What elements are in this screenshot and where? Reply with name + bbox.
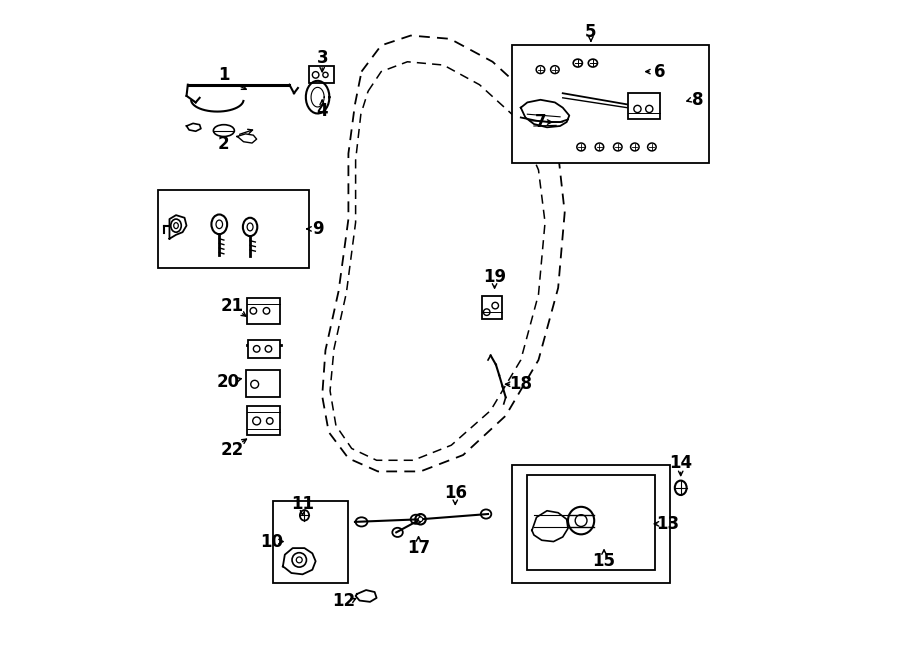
Bar	[309, 66, 334, 83]
Text: 18: 18	[509, 375, 532, 393]
Text: 3: 3	[317, 50, 328, 67]
Text: 5: 5	[585, 23, 597, 41]
Text: 22: 22	[220, 441, 244, 459]
Bar	[482, 295, 502, 319]
Text: 1: 1	[218, 66, 230, 84]
Text: 14: 14	[670, 454, 692, 472]
Text: 11: 11	[291, 495, 314, 513]
Text: 2: 2	[218, 135, 230, 153]
Text: 16: 16	[444, 484, 467, 502]
Bar	[247, 406, 280, 436]
Text: 12: 12	[332, 592, 356, 609]
Text: 7: 7	[535, 113, 546, 131]
Ellipse shape	[418, 517, 423, 522]
Text: 6: 6	[654, 63, 665, 81]
Text: 4: 4	[317, 102, 328, 120]
Bar	[628, 93, 660, 120]
Bar	[246, 369, 280, 397]
Text: 13: 13	[656, 515, 680, 533]
Bar	[248, 340, 280, 358]
Bar	[158, 190, 309, 268]
Bar	[247, 297, 280, 324]
Text: 20: 20	[217, 373, 240, 391]
Bar	[512, 46, 709, 163]
Text: 15: 15	[592, 552, 616, 570]
Bar	[512, 465, 670, 583]
Text: 21: 21	[220, 297, 244, 315]
Text: 17: 17	[407, 539, 430, 557]
Bar	[527, 475, 655, 570]
Text: 10: 10	[260, 533, 284, 551]
Text: 19: 19	[483, 268, 506, 286]
Text: 8: 8	[692, 91, 704, 109]
Text: 9: 9	[311, 220, 323, 238]
Bar	[273, 501, 348, 583]
